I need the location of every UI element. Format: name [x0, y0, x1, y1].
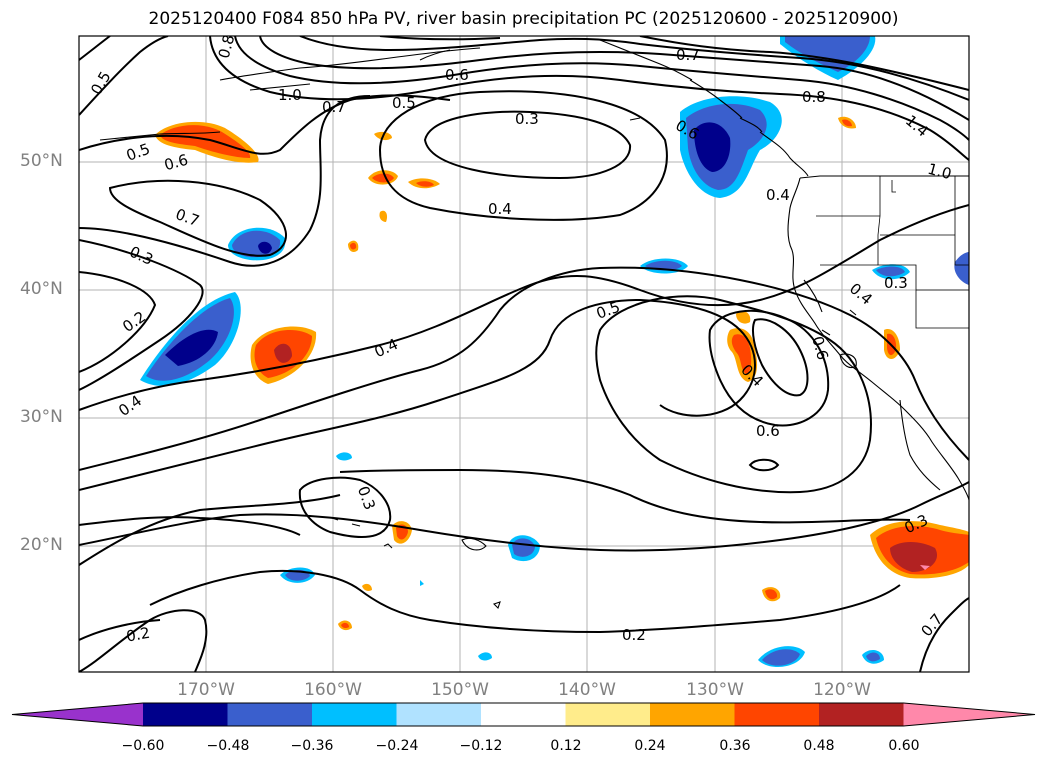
lon-label: 140°W [558, 680, 616, 700]
contour-label: 0.3 [515, 110, 539, 128]
colorbar-segment [143, 703, 228, 726]
contour-label: 0.7 [173, 205, 202, 230]
contour-label: 0.4 [846, 279, 876, 308]
lon-label: 120°W [813, 680, 871, 700]
map-title: 2025120400 F084 850 hPa PV, river basin … [148, 9, 899, 29]
colorbar-outline [11, 702, 1036, 727]
colorbar-segment [396, 703, 482, 726]
colorbar-tick-label: −0.24 [375, 738, 419, 754]
colorbar-segment [734, 703, 820, 726]
lon-label: 170°W [177, 680, 235, 700]
colorbar-tick-label: −0.48 [206, 738, 250, 754]
colorbar-tick-label: 0.36 [719, 738, 751, 754]
contour-label: 0.3 [127, 243, 156, 269]
contour-label: 0.2 [622, 626, 646, 644]
contour-label: 1.4 [902, 111, 932, 140]
colorbar-tick-label: −0.36 [290, 738, 334, 754]
lat-label: 50°N [20, 151, 63, 171]
colorbar-segment [227, 703, 313, 726]
contour-label: 0.6 [445, 66, 469, 84]
colorbar-segment [819, 703, 904, 726]
colorbar [11, 702, 1036, 727]
contour-label: 0.2 [125, 624, 152, 646]
contour-label: 0.8 [215, 33, 239, 61]
colorbar-segment [312, 703, 397, 726]
contour-label: 0.8 [802, 88, 826, 106]
state-borders [816, 176, 969, 329]
lon-label: 130°W [686, 680, 744, 700]
colorbar-tick-label: −0.60 [121, 738, 165, 754]
colorbar-segment [650, 703, 735, 726]
contour-label: 0.4 [488, 200, 512, 218]
contour-label: 0.4 [766, 186, 790, 204]
contour-label: 0.6 [756, 422, 780, 440]
contour-label: 0.4 [372, 335, 401, 361]
colorbar-tick-label: 0.60 [888, 738, 920, 754]
contour-label: 0.7 [917, 610, 946, 640]
contour-label: 0.2 [119, 307, 149, 335]
precip-fill-negative [140, 36, 969, 667]
contour-label: 0.5 [124, 140, 153, 165]
colorbar-segment [481, 703, 566, 726]
colorbar-segment [565, 703, 651, 726]
contour-label: 0.6 [162, 151, 190, 175]
colorbar-tick-label: 0.12 [550, 738, 582, 754]
lat-label: 40°N [20, 279, 63, 299]
lat-label: 20°N [20, 535, 63, 555]
contour-label: 0.7 [322, 98, 346, 116]
lat-label: 30°N [20, 407, 63, 427]
plot-frame [78, 35, 970, 673]
lon-label: 160°W [304, 680, 362, 700]
contour-label: 0.5 [392, 94, 416, 112]
lon-label: 150°W [431, 680, 489, 700]
colorbar-extend-max [903, 703, 1035, 726]
pv-contours [79, 36, 969, 672]
contour-label: 0.6 [808, 334, 832, 362]
colorbar-tick-label: 0.24 [634, 738, 666, 754]
colorbar-extend-min [12, 703, 143, 726]
precip-fill-positive [155, 116, 969, 631]
contour-label: 1.0 [278, 86, 302, 104]
contour-label: 1.0 [926, 160, 954, 184]
contour-label: 0.7 [676, 46, 700, 64]
colorbar-tick-label: −0.12 [459, 738, 503, 754]
colorbar-tick-label: 0.48 [803, 738, 835, 754]
contour-label: 0.3 [884, 274, 908, 292]
contour-label: 0.5 [87, 68, 115, 98]
